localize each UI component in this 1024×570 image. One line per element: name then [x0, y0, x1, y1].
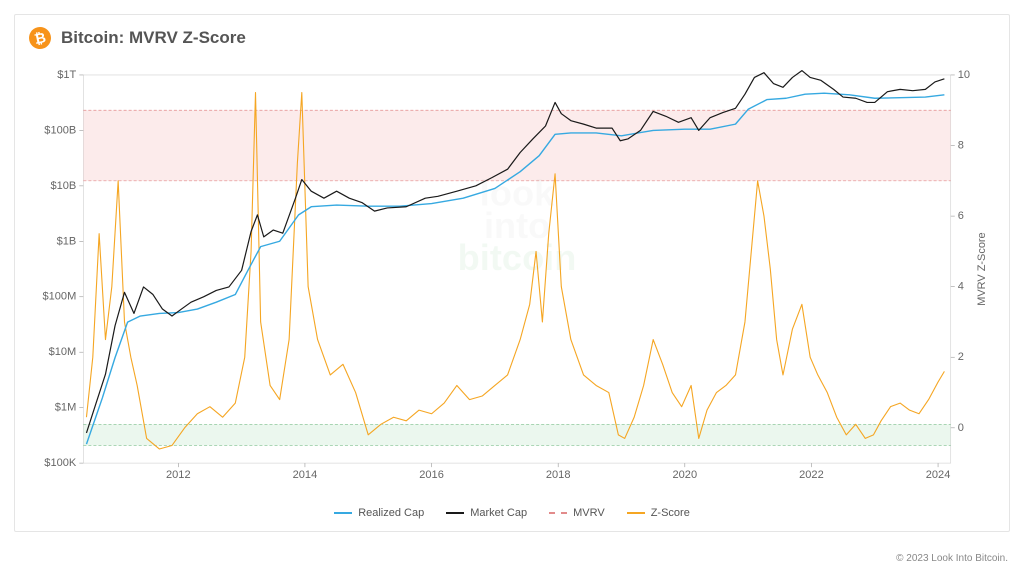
legend-swatch: [627, 512, 645, 514]
svg-text:6: 6: [958, 210, 964, 222]
svg-text:MVRV Z-Score: MVRV Z-Score: [976, 232, 988, 305]
svg-text:2018: 2018: [546, 469, 571, 481]
svg-text:10: 10: [958, 69, 970, 81]
legend-item-realized[interactable]: Realized Cap: [334, 507, 424, 519]
svg-text:2024: 2024: [926, 469, 951, 481]
svg-text:2022: 2022: [799, 469, 824, 481]
svg-text:4: 4: [958, 281, 964, 293]
svg-text:$100K: $100K: [44, 457, 77, 469]
svg-text:8: 8: [958, 140, 964, 152]
legend-swatch: [549, 512, 567, 514]
svg-text:$100M: $100M: [42, 291, 76, 303]
svg-text:$10B: $10B: [50, 180, 76, 192]
svg-text:2014: 2014: [293, 469, 318, 481]
svg-text:2012: 2012: [166, 469, 191, 481]
legend-swatch: [446, 512, 464, 514]
legend-label: Realized Cap: [358, 507, 424, 519]
page-root: ₿ Bitcoin: MVRV Z-Score lookintobitcoin2…: [0, 0, 1024, 570]
legend-label: Z-Score: [651, 507, 690, 519]
svg-text:$1M: $1M: [55, 402, 77, 414]
chart-card: ₿ Bitcoin: MVRV Z-Score lookintobitcoin2…: [14, 14, 1010, 532]
svg-text:$1T: $1T: [57, 69, 76, 81]
chart-plot-area: lookintobitcoin2012201420162018202020222…: [29, 67, 995, 485]
legend: Realized Cap Market Cap MVRV Z-Score: [15, 507, 1009, 519]
chart-svg: lookintobitcoin2012201420162018202020222…: [29, 67, 995, 485]
svg-text:$1B: $1B: [57, 235, 77, 247]
legend-item-mvrv[interactable]: MVRV: [549, 507, 605, 519]
svg-text:$10M: $10M: [49, 346, 77, 358]
bitcoin-icon: ₿: [27, 25, 53, 51]
svg-text:$100B: $100B: [44, 124, 76, 136]
svg-text:0: 0: [958, 422, 964, 434]
legend-swatch: [334, 512, 352, 514]
copyright-text: © 2023 Look Into Bitcoin.: [896, 553, 1008, 564]
legend-item-market[interactable]: Market Cap: [446, 507, 527, 519]
legend-label: Market Cap: [470, 507, 527, 519]
title-bar: ₿ Bitcoin: MVRV Z-Score: [15, 15, 1009, 59]
legend-item-zscore[interactable]: Z-Score: [627, 507, 690, 519]
legend-label: MVRV: [573, 507, 605, 519]
chart-title: Bitcoin: MVRV Z-Score: [61, 28, 246, 48]
svg-text:2020: 2020: [673, 469, 698, 481]
svg-text:2016: 2016: [419, 469, 444, 481]
svg-text:2: 2: [958, 351, 964, 363]
